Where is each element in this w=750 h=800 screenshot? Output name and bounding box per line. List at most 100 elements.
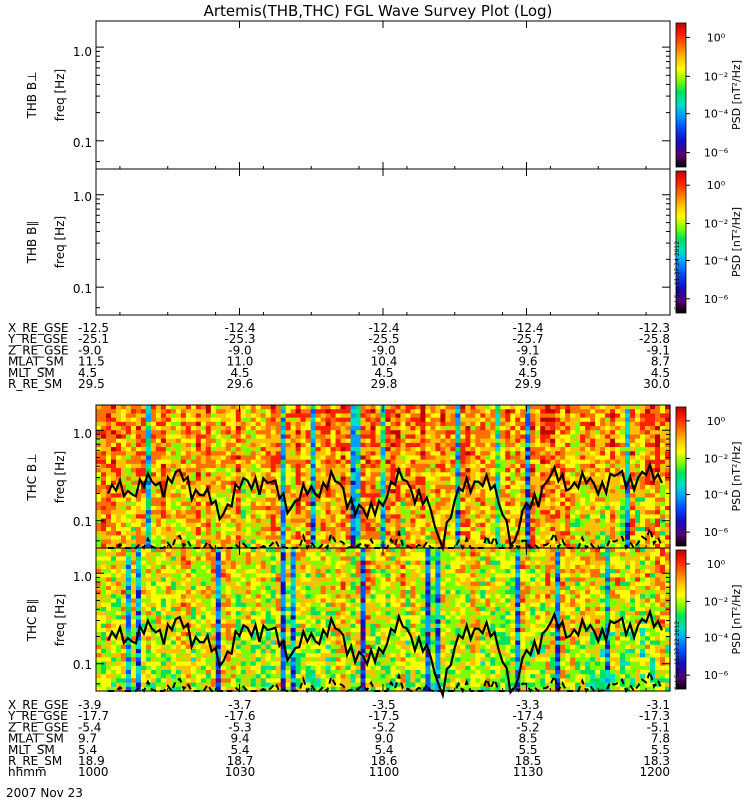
spectrogram-cell xyxy=(540,497,546,503)
spectrogram-cell xyxy=(160,564,167,570)
spectrogram-cell xyxy=(255,417,262,423)
spectrogram-cell xyxy=(480,514,486,520)
spectrogram-cell xyxy=(535,514,541,520)
spectrogram-cell xyxy=(145,438,152,444)
spectrogram-cell xyxy=(100,476,107,482)
spectrogram-cell xyxy=(245,447,252,452)
spectrogram-cell xyxy=(120,611,127,616)
spectrogram-cell xyxy=(225,489,232,494)
spectrogram-cell xyxy=(145,413,152,419)
spectrogram-cell xyxy=(490,409,496,415)
spectrogram-cell xyxy=(400,451,407,457)
spectrogram-cell xyxy=(565,518,571,524)
spectrogram-cell xyxy=(230,548,237,553)
spectrogram-cell xyxy=(115,426,122,431)
spectrogram-cell xyxy=(135,682,142,688)
spectrogram-cell xyxy=(190,674,197,679)
spectrogram-cell xyxy=(215,438,222,444)
spectrogram-cell xyxy=(225,627,232,633)
spectrogram-cell xyxy=(96,577,102,583)
spectrogram-cell xyxy=(235,594,242,600)
spectrogram-cell xyxy=(130,468,137,473)
spectrogram-cell xyxy=(250,615,257,621)
spectrogram-cell xyxy=(585,505,591,511)
spectrogram-cell xyxy=(625,476,631,482)
spectrogram-cell xyxy=(150,632,157,637)
spectrogram-cell xyxy=(110,615,117,621)
spectrogram-cell xyxy=(195,526,202,532)
spectrogram-cell xyxy=(230,531,237,536)
spectrogram-cell xyxy=(190,417,197,423)
spectrogram-cell xyxy=(325,455,332,461)
spectrogram-cell xyxy=(155,552,162,558)
spectrogram-cell xyxy=(380,472,387,478)
spectrogram-cell xyxy=(150,531,157,536)
spectrogram-cell xyxy=(320,484,327,490)
spectrogram-cell xyxy=(240,598,247,604)
spectrogram-cell xyxy=(130,442,137,448)
spectrogram-cell xyxy=(310,451,317,457)
spectrogram-cell xyxy=(170,451,177,457)
spectrogram-cell xyxy=(580,522,586,528)
spectrogram-cell xyxy=(175,518,182,524)
spectrogram-cell xyxy=(395,455,402,461)
spectrogram-cell xyxy=(495,426,501,431)
spectrogram-cell xyxy=(185,606,192,612)
spectrogram-cell xyxy=(530,522,536,528)
spectrogram-cell xyxy=(630,501,636,507)
spectrogram-cell xyxy=(420,426,427,431)
spectrogram-cell xyxy=(210,686,217,692)
spectrogram-cell xyxy=(640,434,646,440)
spectrogram-cell xyxy=(250,459,257,465)
spectrogram-cell xyxy=(595,451,601,457)
spectrogram-cell xyxy=(615,421,621,427)
spectrogram-cell xyxy=(480,468,486,473)
spectrogram-cell xyxy=(180,497,187,503)
spectrogram-cell xyxy=(100,648,107,654)
spectrogram-cell xyxy=(190,564,197,570)
spectrogram-cell xyxy=(270,405,277,410)
spectrogram-cell xyxy=(645,484,651,490)
spectrogram-cell xyxy=(285,501,292,507)
spectrogram-cell xyxy=(420,442,427,448)
spectrogram-cell xyxy=(665,510,671,515)
spectrogram-cell xyxy=(520,413,526,419)
spectrogram-cell xyxy=(210,409,217,415)
spectrogram-cell xyxy=(525,459,531,465)
spectrogram-cell xyxy=(245,552,252,558)
spectrogram-cell xyxy=(285,543,292,549)
spectrogram-cell xyxy=(225,459,232,465)
spectrogram-cell xyxy=(600,514,606,520)
spectrogram-cell xyxy=(275,501,282,507)
spectrogram-cell xyxy=(135,434,142,440)
spectrogram-cell xyxy=(620,539,626,545)
spectrogram-cell xyxy=(105,543,112,549)
spectrogram-cell xyxy=(195,539,202,545)
spectrogram-cell xyxy=(465,489,471,494)
spectrogram-cell xyxy=(505,438,511,444)
spectrogram-cell xyxy=(525,510,531,515)
spectrogram-cell xyxy=(240,686,247,692)
spectrogram-cell xyxy=(180,430,187,436)
spectrogram-cell xyxy=(285,430,292,436)
spectrogram-cell xyxy=(160,623,167,629)
spectrogram-cell xyxy=(445,514,451,520)
spectrogram-cell xyxy=(445,463,451,469)
spectrogram-cell xyxy=(295,535,302,541)
spectrogram-cell xyxy=(660,463,666,469)
spectrogram-cell xyxy=(140,489,147,494)
spectrogram-cell xyxy=(210,480,217,486)
spectrogram-cell xyxy=(240,552,247,558)
spectrogram-cell xyxy=(145,686,152,692)
spectrogram-cell xyxy=(200,678,207,684)
spectrogram-cell xyxy=(225,480,232,486)
spectrogram-cell xyxy=(235,447,242,452)
spectrogram-cell xyxy=(275,468,282,473)
spectrogram-cell xyxy=(250,430,257,436)
spectrogram-cell xyxy=(315,476,322,482)
spectrogram-cell xyxy=(210,560,217,566)
spectrogram-cell xyxy=(315,497,322,503)
spectrogram-cell xyxy=(635,409,641,415)
spectrogram-cell xyxy=(535,476,541,482)
spectrogram-cell xyxy=(555,459,561,465)
